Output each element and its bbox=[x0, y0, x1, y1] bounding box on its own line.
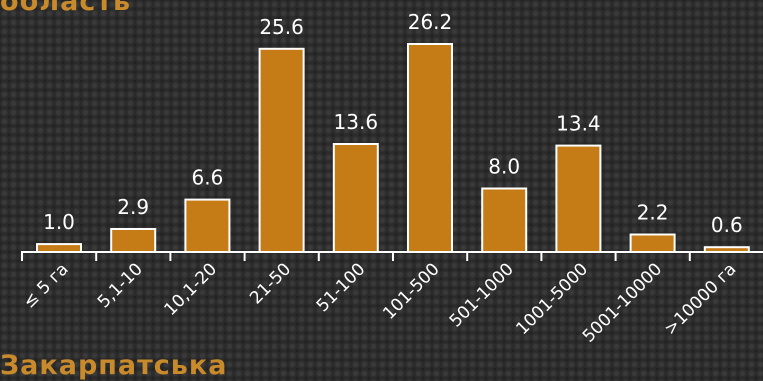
bar-6 bbox=[407, 43, 453, 253]
category-label-8: 1001-5000 bbox=[512, 259, 592, 339]
value-label-5: 13.6 bbox=[334, 110, 379, 134]
category-label-5: 51-100 bbox=[313, 259, 370, 316]
value-label-1: 1.0 bbox=[43, 210, 75, 234]
category-label-2: 5,1-10 bbox=[94, 259, 147, 312]
bar-chart: 1.0 ≤ 5 га 2.9 5,1-10 6.6 10,1-20 25.6 21-50 13.… bbox=[19, 10, 763, 347]
category-label-1: ≤ 5 га bbox=[19, 259, 72, 312]
value-label-8: 13.4 bbox=[556, 112, 601, 136]
chart-title-fragment: область bbox=[0, 0, 132, 17]
bar-7 bbox=[481, 187, 528, 253]
category-label-4: 21-50 bbox=[246, 259, 295, 308]
next-title-fragment: Закарпатська bbox=[0, 350, 228, 381]
value-label-9: 2.2 bbox=[637, 201, 669, 225]
bar-9 bbox=[629, 233, 676, 253]
bar-4 bbox=[258, 47, 305, 253]
value-label-2: 2.9 bbox=[117, 195, 149, 219]
category-label-6: 101-500 bbox=[379, 259, 443, 323]
bar-5 bbox=[332, 143, 379, 253]
bar-8 bbox=[555, 144, 602, 254]
value-label-7: 8.0 bbox=[488, 155, 520, 179]
bar-3 bbox=[184, 198, 231, 254]
category-label-3: 10,1-20 bbox=[160, 259, 221, 320]
value-label-6: 26.2 bbox=[408, 10, 453, 34]
category-label-7: 501-1000 bbox=[446, 259, 518, 331]
category-label-9: 5001-10000 bbox=[579, 259, 666, 346]
value-label-10: 0.6 bbox=[711, 213, 743, 237]
value-label-3: 6.6 bbox=[191, 166, 223, 190]
bar-1 bbox=[36, 243, 82, 254]
value-label-4: 25.6 bbox=[259, 15, 304, 39]
category-label-10: >10000 га bbox=[660, 259, 740, 339]
bar-2 bbox=[110, 228, 157, 253]
